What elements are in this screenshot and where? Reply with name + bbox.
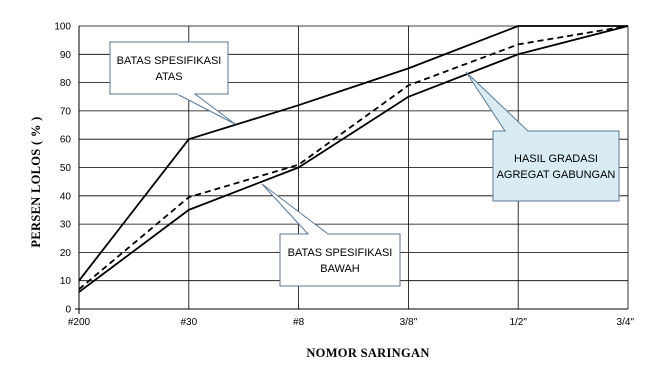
series-line-3 xyxy=(78,25,629,290)
y-tick-label: 40 xyxy=(60,191,72,202)
y-tick-label: 20 xyxy=(60,248,72,259)
callout-text-line: BATAS SPESIFIKASI xyxy=(117,55,222,67)
y-tick-label: 10 xyxy=(60,276,72,287)
callout-text-line: BATAS SPESIFIKASI xyxy=(288,247,393,259)
y-tick-labels: 0 10 20 30 40 50 60 70 80 90 100 xyxy=(54,22,71,316)
callout-text-line: BAWAH xyxy=(320,263,360,275)
x-tick-label: 1/2" xyxy=(509,317,527,328)
x-tick-labels: #200 #30 #8 3/8" 1/2" 3/4" xyxy=(68,317,635,328)
series-line-1 xyxy=(78,25,628,282)
y-tick-label: 100 xyxy=(54,22,71,33)
callout-pointer xyxy=(465,71,530,132)
x-tick-label: 3/8" xyxy=(400,317,418,328)
callout-text-line: AGREGAT GABUNGAN xyxy=(497,169,616,181)
callout-box xyxy=(109,41,229,95)
y-tick-label: 90 xyxy=(60,50,72,61)
y-tick-label: 60 xyxy=(60,135,72,146)
callout-text-line: HASIL GRADASI xyxy=(514,153,598,165)
callout-text-line: ATAS xyxy=(155,71,182,83)
x-tick-label: #200 xyxy=(68,317,91,328)
callout-3: HASIL GRADASI AGREGAT GABUNGAN xyxy=(465,71,620,202)
series-line-2 xyxy=(78,25,629,293)
y-tick-label: 30 xyxy=(60,220,72,231)
x-axis-label: NOMOR SARINGAN xyxy=(306,346,429,360)
y-tick-label: 0 xyxy=(65,305,71,316)
y-tick-label: 50 xyxy=(60,163,72,174)
y-tick-label: 70 xyxy=(60,106,72,117)
callout-box xyxy=(492,130,620,202)
x-tick-label: 3/4" xyxy=(617,317,635,328)
series-lines xyxy=(78,25,629,293)
callout-1: BATAS SPESIFIKASI ATAS xyxy=(109,41,236,125)
callout-pointer xyxy=(261,183,330,235)
callout-pointer xyxy=(176,93,236,125)
x-tick-label: #30 xyxy=(180,317,197,328)
y-axis-label: PERSEN LOLOS ( % ) xyxy=(29,116,43,247)
x-tick-label: #8 xyxy=(293,317,305,328)
callout-box xyxy=(279,233,401,287)
callout-2: BATAS SPESIFIKASI BAWAH xyxy=(261,183,401,287)
y-tick-label: 80 xyxy=(60,78,72,89)
